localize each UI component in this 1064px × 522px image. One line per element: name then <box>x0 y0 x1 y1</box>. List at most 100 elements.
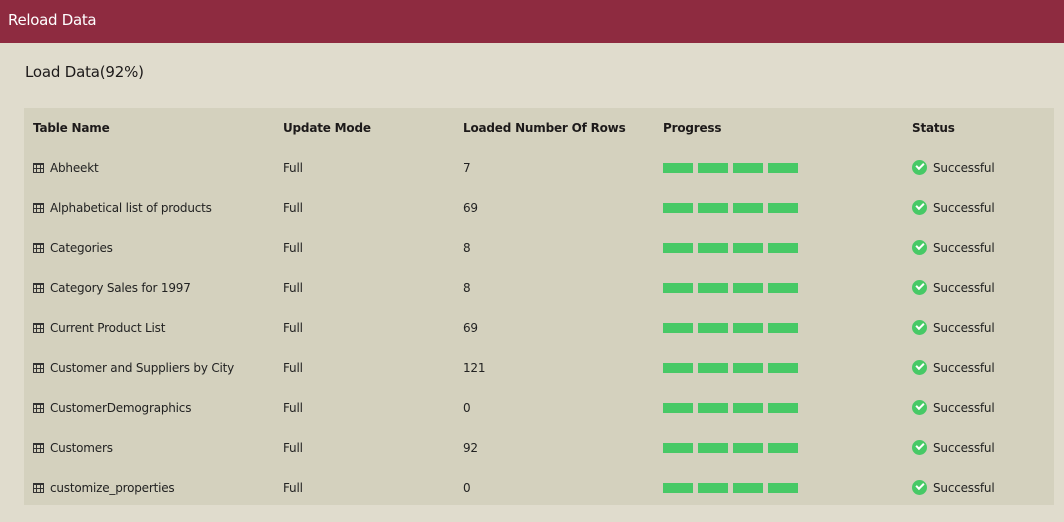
progress-segment <box>663 203 693 213</box>
check-circle-icon <box>912 480 927 495</box>
progress-segment <box>663 283 693 293</box>
progress-segment <box>768 243 798 253</box>
status-cell: Successful <box>912 268 995 308</box>
loaded-rows: 92 <box>463 441 478 455</box>
status-cell: Successful <box>912 428 995 468</box>
progress-segment <box>698 243 728 253</box>
table-row: Alphabetical list of products Full 69 Succe… <box>24 188 1054 228</box>
table-row: Customers Full 92 Successful <box>24 428 1054 468</box>
table-row: Abheekt Full 7 Successful <box>24 148 1054 188</box>
progress-segment <box>733 403 763 413</box>
table-name-cell: Categories <box>33 228 113 268</box>
loaded-rows: 8 <box>463 281 471 295</box>
table-name-cell: Alphabetical list of products <box>33 188 212 228</box>
column-header-loaded-rows: Loaded Number Of Rows <box>463 121 626 135</box>
progress-segment <box>663 243 693 253</box>
progress-segment <box>733 323 763 333</box>
loaded-rows: 8 <box>463 241 471 255</box>
progress-segment <box>663 443 693 453</box>
progress-bar <box>663 403 798 413</box>
table-name: Alphabetical list of products <box>50 201 212 215</box>
update-mode: Full <box>283 321 303 335</box>
progress-bar <box>663 283 798 293</box>
status-cell: Successful <box>912 188 995 228</box>
table-icon <box>33 243 44 253</box>
table-name-cell: Customer and Suppliers by City <box>33 348 234 388</box>
progress-segment <box>663 363 693 373</box>
progress-segment <box>733 443 763 453</box>
table-header: Table Name Update Mode Loaded Number Of … <box>24 108 1054 148</box>
progress-segment <box>768 403 798 413</box>
table-icon <box>33 363 44 373</box>
status-cell: Successful <box>912 228 995 268</box>
update-mode: Full <box>283 281 303 295</box>
progress-bar <box>663 163 798 173</box>
progress-bar <box>663 443 798 453</box>
table-icon <box>33 443 44 453</box>
status-cell: Successful <box>912 308 995 348</box>
progress-bar <box>663 323 798 333</box>
table-row: Category Sales for 1997 Full 8 Successful <box>24 268 1054 308</box>
check-circle-icon <box>912 280 927 295</box>
progress-segment <box>698 443 728 453</box>
table-icon <box>33 323 44 333</box>
progress-bar <box>663 203 798 213</box>
table-name: Customers <box>50 441 113 455</box>
table-row: CustomerDemographics Full 0 Successful <box>24 388 1054 428</box>
status-text: Successful <box>933 441 995 455</box>
update-mode: Full <box>283 401 303 415</box>
table-name: CustomerDemographics <box>50 401 192 415</box>
loaded-rows: 121 <box>463 361 486 375</box>
status-text: Successful <box>933 161 995 175</box>
update-mode: Full <box>283 361 303 375</box>
progress-segment <box>768 363 798 373</box>
progress-segment <box>768 483 798 493</box>
table-name: customize_properties <box>50 481 175 495</box>
update-mode: Full <box>283 161 303 175</box>
progress-segment <box>698 483 728 493</box>
progress-segment <box>698 283 728 293</box>
table-name: Current Product List <box>50 321 166 335</box>
check-circle-icon <box>912 200 927 215</box>
column-header-status: Status <box>912 121 955 135</box>
column-header-progress: Progress <box>663 121 722 135</box>
progress-segment <box>768 323 798 333</box>
table-icon <box>33 203 44 213</box>
progress-segment <box>733 283 763 293</box>
update-mode: Full <box>283 481 303 495</box>
page-title: Reload Data <box>8 11 97 29</box>
check-circle-icon <box>912 360 927 375</box>
progress-segment <box>698 363 728 373</box>
progress-segment <box>698 323 728 333</box>
progress-segment <box>733 243 763 253</box>
table-name-cell: customize_properties <box>33 468 175 508</box>
progress-segment <box>663 163 693 173</box>
loaded-rows: 69 <box>463 201 478 215</box>
table-row: Categories Full 8 Successful <box>24 228 1054 268</box>
status-text: Successful <box>933 361 995 375</box>
table-name: Abheekt <box>50 161 99 175</box>
table-name-cell: Category Sales for 1997 <box>33 268 191 308</box>
status-text: Successful <box>933 321 995 335</box>
column-header-table-name: Table Name <box>33 121 110 135</box>
table-row: Customer and Suppliers by City Full 121 Suc… <box>24 348 1054 388</box>
table-row: Current Product List Full 69 Successful <box>24 308 1054 348</box>
status-text: Successful <box>933 281 995 295</box>
table-name-cell: CustomerDemographics <box>33 388 191 428</box>
status-text: Successful <box>933 241 995 255</box>
column-header-update-mode: Update Mode <box>283 121 371 135</box>
progress-segment <box>733 163 763 173</box>
status-cell: Successful <box>912 388 995 428</box>
table-name-cell: Abheekt <box>33 148 99 188</box>
progress-segment <box>768 203 798 213</box>
top-bar: Reload Data <box>0 0 1064 43</box>
progress-segment <box>768 163 798 173</box>
progress-segment <box>663 403 693 413</box>
progress-bar <box>663 363 798 373</box>
table-icon <box>33 163 44 173</box>
progress-segment <box>733 203 763 213</box>
status-text: Successful <box>933 481 995 495</box>
table-name-cell: Current Product List <box>33 308 165 348</box>
table-icon <box>33 283 44 293</box>
status-cell: Successful <box>912 468 995 508</box>
